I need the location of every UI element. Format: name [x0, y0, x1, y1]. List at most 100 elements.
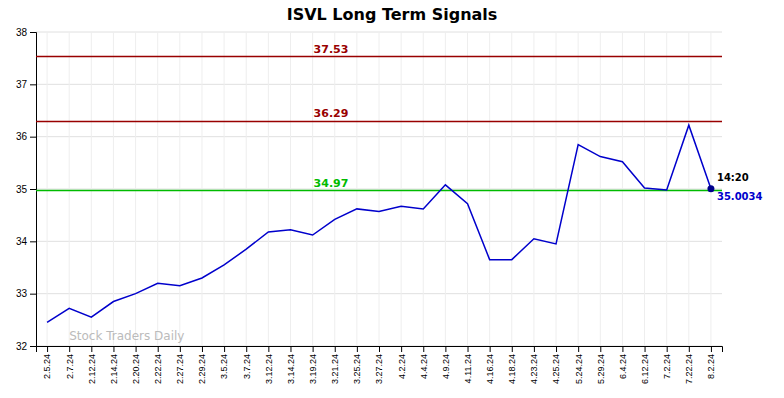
tick-mark — [490, 346, 491, 352]
tick: 33 — [16, 288, 36, 299]
tick-label: 3.5.24 — [219, 354, 229, 379]
tick-label: 4.18.24 — [507, 354, 517, 384]
tick-label: 4.11.24 — [463, 354, 473, 383]
tick: 5.24.24 — [574, 346, 584, 384]
tick-label: 2.20.24 — [131, 354, 141, 384]
tick-mark — [423, 346, 424, 352]
tick-label: 2.5.24 — [42, 354, 52, 379]
reference-line — [36, 121, 722, 123]
tick-mark — [667, 346, 668, 352]
tick-mark — [512, 346, 513, 352]
grid-line — [246, 32, 247, 346]
tick-mark — [556, 346, 557, 352]
chart: ISVL Long Term Signals323334353637382.5.… — [0, 0, 784, 398]
tick-mark — [30, 241, 36, 242]
tick-mark — [622, 346, 623, 352]
tick-mark — [578, 346, 579, 352]
tick-label: 3.19.24 — [308, 354, 318, 384]
reference-line — [36, 190, 722, 192]
tick-mark — [30, 189, 36, 190]
grid-line — [290, 32, 291, 346]
tick: 4.16.24 — [485, 346, 495, 384]
tick-label: 4.16.24 — [485, 354, 495, 384]
tick-label: 4.4.24 — [419, 354, 429, 379]
grid-line — [622, 32, 623, 346]
tick-label: 2.7.24 — [65, 354, 75, 379]
grid-line — [688, 32, 689, 346]
tick: 2.5.24 — [42, 346, 52, 379]
tick-mark — [69, 346, 70, 352]
plot: 323334353637382.5.242.7.242.12.242.14.24… — [16, 27, 763, 384]
grid-line — [511, 32, 512, 346]
grid-line — [489, 32, 490, 346]
tick-label: 4.25.24 — [551, 354, 561, 384]
grid-line — [401, 32, 402, 346]
grid-line — [644, 32, 645, 346]
tick: 4.25.24 — [551, 346, 561, 384]
watermark: Stock Traders Daily — [69, 329, 184, 343]
tick: 3.21.24 — [330, 346, 340, 384]
tick: 35 — [16, 184, 36, 195]
grid-line — [157, 32, 158, 346]
tick-label: 3.21.24 — [330, 354, 340, 384]
tick: 32 — [16, 341, 36, 352]
tick-mark — [91, 346, 92, 352]
tick-mark — [47, 346, 48, 352]
axis-line — [37, 347, 723, 353]
tick-mark — [202, 346, 203, 352]
tick: 4.4.24 — [419, 346, 429, 379]
grid-line — [179, 32, 180, 346]
tick-mark — [357, 346, 358, 352]
reference-label: 36.29 — [314, 107, 349, 120]
tick-mark — [180, 346, 181, 352]
tick-mark — [30, 84, 36, 85]
tick-label: 6.12.24 — [640, 354, 650, 384]
tick-label: 4.23.24 — [529, 354, 539, 384]
tick: 2.22.24 — [153, 346, 163, 384]
tick-label: 3.25.24 — [352, 354, 362, 384]
tick-mark — [30, 294, 36, 295]
tick: 2.29.24 — [197, 346, 207, 384]
tick-label: 2.22.24 — [153, 354, 163, 384]
grid-line — [379, 32, 380, 346]
tick: 4.9.24 — [441, 346, 451, 379]
annotation: 35.0034 — [717, 191, 763, 202]
tick-mark — [401, 346, 402, 352]
tick-label: 33 — [16, 288, 28, 299]
tick-mark — [290, 346, 291, 352]
tick-label: 2.12.24 — [87, 354, 97, 384]
grid-line — [224, 32, 225, 346]
tick: 7.2.24 — [662, 346, 672, 379]
grid-line — [533, 32, 534, 346]
grid-line — [423, 32, 424, 346]
grid-line — [91, 32, 92, 346]
tick-label: 3.12.24 — [264, 354, 274, 384]
grid — [36, 32, 722, 346]
tick-label: 37 — [16, 79, 28, 90]
tick-mark — [158, 346, 159, 352]
tick-mark — [645, 346, 646, 352]
tick: 7.22.24 — [684, 346, 694, 384]
tick-label: 38 — [16, 27, 28, 38]
grid-line — [578, 32, 579, 346]
tick-mark — [246, 346, 247, 352]
tick: 3.27.24 — [374, 346, 384, 384]
tick: 6.4.24 — [618, 346, 628, 379]
tick-label: 7.2.24 — [662, 354, 672, 379]
reference-line — [36, 56, 722, 58]
tick-mark — [711, 346, 712, 352]
grid-line — [69, 32, 70, 346]
tick-mark — [224, 346, 225, 352]
tick: 2.7.24 — [65, 346, 75, 379]
tick: 3.14.24 — [286, 346, 296, 384]
grid-line — [556, 32, 557, 346]
tick: 36 — [16, 131, 36, 142]
annotation: 14:20 — [717, 172, 749, 183]
x-axis: 2.5.242.7.242.12.242.14.242.20.242.22.24… — [37, 346, 723, 384]
tick-label: 2.27.24 — [175, 354, 185, 384]
grid-line — [445, 32, 446, 346]
tick-label: 5.29.24 — [596, 354, 606, 384]
tick: 4.18.24 — [507, 346, 517, 384]
tick-label: 4.9.24 — [441, 354, 451, 379]
tick: 34 — [16, 236, 36, 247]
